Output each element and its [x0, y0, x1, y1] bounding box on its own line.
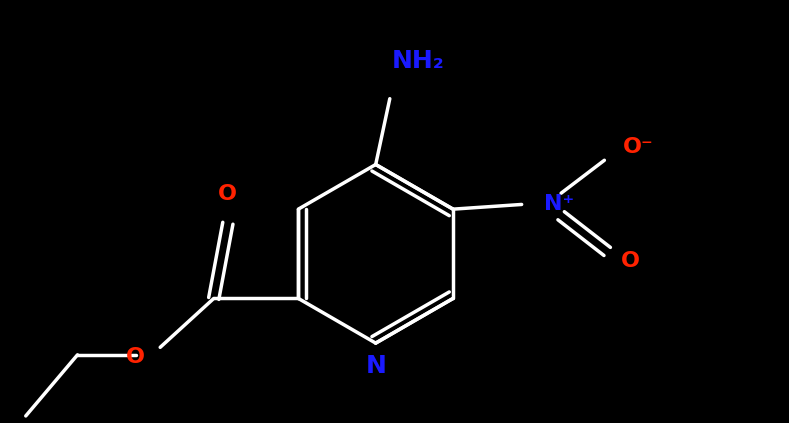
- Text: NH₂: NH₂: [391, 49, 444, 73]
- Text: O: O: [621, 251, 641, 271]
- Text: N: N: [365, 354, 386, 379]
- Text: O⁻: O⁻: [623, 137, 654, 157]
- Text: N⁺: N⁺: [544, 195, 574, 214]
- Text: O: O: [219, 184, 237, 204]
- Text: O: O: [126, 347, 145, 367]
